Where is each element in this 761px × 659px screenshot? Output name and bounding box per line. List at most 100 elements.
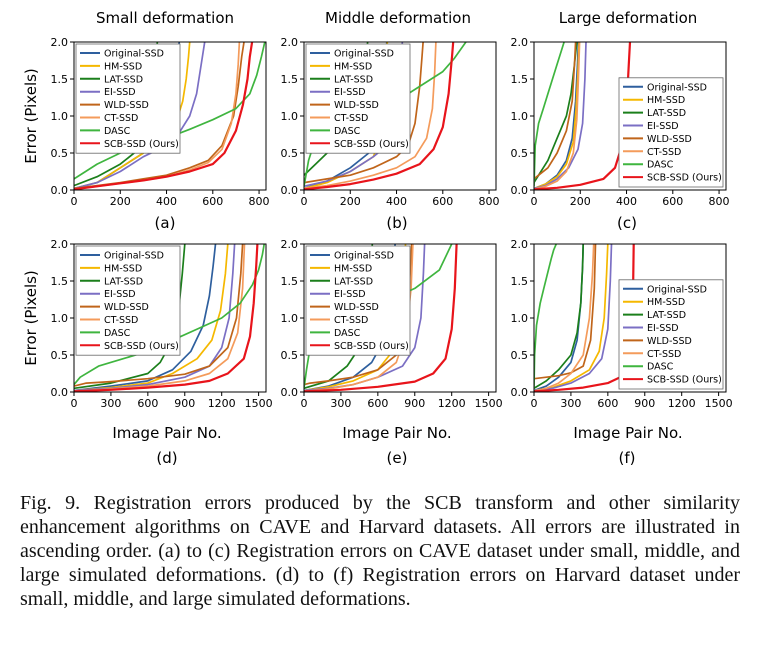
series-line-dasc bbox=[74, 244, 266, 386]
legend-entry: WLD-SSD bbox=[647, 336, 692, 347]
legend-entry: DASC bbox=[647, 160, 674, 171]
chart-panel-5: 0 300 600 900 1200 1500 0.0 0.5 1.0 1.5 2.0 Origina… bbox=[281, 238, 503, 410]
legend: Original-SSDHM-SSDLAT-SSDEI-SSDWLD-SSDCT… bbox=[618, 279, 724, 390]
y-tick-label: 0.0 bbox=[51, 184, 69, 197]
series-line-ct-ssd bbox=[534, 42, 581, 190]
column-title-small: Small deformation bbox=[96, 9, 234, 27]
legend: Original-SSDHM-SSDLAT-SSDEI-SSDWLD-SSDCT… bbox=[305, 245, 411, 356]
x-tick-label: 800 bbox=[249, 195, 270, 208]
legend-entry: HM-SSD bbox=[104, 263, 142, 274]
series-line-ct-ssd bbox=[304, 42, 437, 190]
x-tick-label: 600 bbox=[432, 195, 453, 208]
column-title-middle: Middle deformation bbox=[325, 9, 471, 27]
y-tick-label: 0.0 bbox=[511, 184, 529, 197]
legend-entry: WLD-SSD bbox=[104, 302, 149, 313]
legend-entry: HM-SSD bbox=[334, 263, 372, 274]
x-tick-label: 300 bbox=[560, 397, 581, 410]
sublabel-d: (d) bbox=[156, 449, 177, 467]
legend-entry: EI-SSD bbox=[334, 289, 366, 300]
legend-entry: WLD-SSD bbox=[647, 134, 692, 145]
legend-entry: Original-SSD bbox=[647, 82, 707, 93]
legend-box bbox=[75, 245, 181, 356]
legend-entry: Original-SSD bbox=[104, 49, 164, 60]
y-tick-label: 0.5 bbox=[281, 349, 299, 362]
legend: Original-SSDHM-SSDLAT-SSDEI-SSDWLD-SSDCT… bbox=[75, 43, 181, 154]
y-tick-label: 1.5 bbox=[51, 275, 69, 288]
y-tick-label: 1.0 bbox=[511, 312, 529, 325]
legend-entry: Original-SSD bbox=[104, 251, 164, 262]
legend-box bbox=[618, 279, 724, 390]
x-tick-label: 400 bbox=[156, 195, 177, 208]
chart-panel-3: 0 200 400 600 800 0.0 0.5 1.0 1.5 2.0 Original-SSD… bbox=[511, 36, 730, 208]
series-line-hm-ssd bbox=[74, 244, 229, 392]
series-line-dasc bbox=[534, 244, 557, 389]
series-group bbox=[74, 42, 266, 190]
panels: 0 200 400 600 800 0.0 0.5 1.0 1.5 2.0 Original-SSD… bbox=[51, 36, 733, 410]
legend-entry: HM-SSD bbox=[647, 95, 685, 106]
x-tick-label: 0 bbox=[71, 195, 78, 208]
series-line-ct-ssd bbox=[534, 244, 595, 392]
y-axis-label-bottom: Error (Pixels) bbox=[22, 270, 40, 366]
y-tick-label: 2.0 bbox=[51, 36, 69, 49]
series-line-dasc bbox=[534, 42, 565, 187]
y-tick-label: 1.5 bbox=[51, 73, 69, 86]
x-tick-label: 1500 bbox=[705, 397, 733, 410]
chart-panel-4: 0 300 600 900 1200 1500 0.0 0.5 1.0 1.5 2.0 Origina… bbox=[51, 238, 273, 410]
y-tick-label: 0.5 bbox=[511, 147, 529, 160]
sublabel-f: (f) bbox=[619, 449, 636, 467]
series-line-ei-ssd bbox=[534, 244, 613, 392]
legend-entry: LAT-SSD bbox=[647, 108, 686, 119]
y-tick-label: 1.0 bbox=[281, 312, 299, 325]
legend: Original-SSDHM-SSDLAT-SSDEI-SSDWLD-SSDCT… bbox=[618, 77, 724, 188]
legend-entry: Original-SSD bbox=[334, 49, 394, 60]
x-tick-label: 1200 bbox=[668, 397, 696, 410]
legend: Original-SSDHM-SSDLAT-SSDEI-SSDWLD-SSDCT… bbox=[305, 43, 411, 154]
legend-entry: Original-SSD bbox=[334, 251, 394, 262]
x-tick-label: 900 bbox=[404, 397, 425, 410]
x-tick-label: 0 bbox=[531, 195, 538, 208]
legend-entry: SCB-SSD (Ours) bbox=[647, 375, 722, 386]
series-line-scb-ssd-ours bbox=[74, 42, 254, 190]
legend-entry: LAT-SSD bbox=[334, 74, 373, 85]
series-line-scb-ssd-ours bbox=[74, 244, 259, 392]
x-tick-label: 1200 bbox=[208, 397, 236, 410]
chart-panel-1: 0 200 400 600 800 0.0 0.5 1.0 1.5 2.0 Original-SSD… bbox=[51, 36, 270, 208]
sublabel-b: (b) bbox=[386, 214, 407, 232]
y-tick-label: 2.0 bbox=[511, 238, 529, 251]
legend-entry: EI-SSD bbox=[647, 121, 679, 132]
column-title-large: Large deformation bbox=[559, 9, 698, 27]
y-tick-label: 2.0 bbox=[51, 238, 69, 251]
series-line-wld-ssd bbox=[534, 42, 577, 180]
y-tick-label: 1.0 bbox=[511, 110, 529, 123]
legend-entry: HM-SSD bbox=[334, 61, 372, 72]
legend-box bbox=[618, 77, 724, 188]
x-tick-label: 200 bbox=[110, 195, 131, 208]
legend-entry: Original-SSD bbox=[647, 284, 707, 295]
legend-entry: CT-SSD bbox=[334, 113, 368, 124]
chart-panel-2: 0 200 400 600 800 0.0 0.5 1.0 1.5 2.0 Original-SSD… bbox=[281, 36, 500, 208]
y-tick-label: 0.5 bbox=[511, 349, 529, 362]
y-tick-label: 0.0 bbox=[511, 386, 529, 399]
legend-entry: DASC bbox=[334, 328, 361, 339]
y-axis-label-top: Error (Pixels) bbox=[22, 68, 40, 164]
x-tick-label: 0 bbox=[531, 397, 538, 410]
chart-panel-6: 0 300 600 900 1200 1500 0.0 0.5 1.0 1.5 2.0 Origina… bbox=[511, 238, 733, 410]
y-tick-label: 1.5 bbox=[281, 275, 299, 288]
y-tick-label: 0.5 bbox=[51, 349, 69, 362]
legend-box bbox=[305, 245, 411, 356]
series-line-dasc bbox=[74, 42, 266, 180]
figure-caption: Fig. 9. Registration errors produced by … bbox=[20, 492, 740, 610]
legend-entry: DASC bbox=[104, 328, 131, 339]
legend-entry: WLD-SSD bbox=[104, 100, 149, 111]
series-group bbox=[534, 42, 632, 190]
x-tick-label: 300 bbox=[330, 397, 351, 410]
series-line-wld-ssd bbox=[74, 244, 244, 387]
sublabel-a: (a) bbox=[155, 214, 176, 232]
legend-entry: EI-SSD bbox=[104, 87, 136, 98]
series-line-ei-ssd bbox=[534, 42, 587, 190]
legend-entry: WLD-SSD bbox=[334, 100, 379, 111]
x-tick-label: 900 bbox=[174, 397, 195, 410]
x-axis-label-e: Image Pair No. bbox=[342, 424, 451, 442]
legend-entry: SCB-SSD (Ours) bbox=[334, 341, 409, 352]
legend-entry: DASC bbox=[647, 362, 674, 373]
